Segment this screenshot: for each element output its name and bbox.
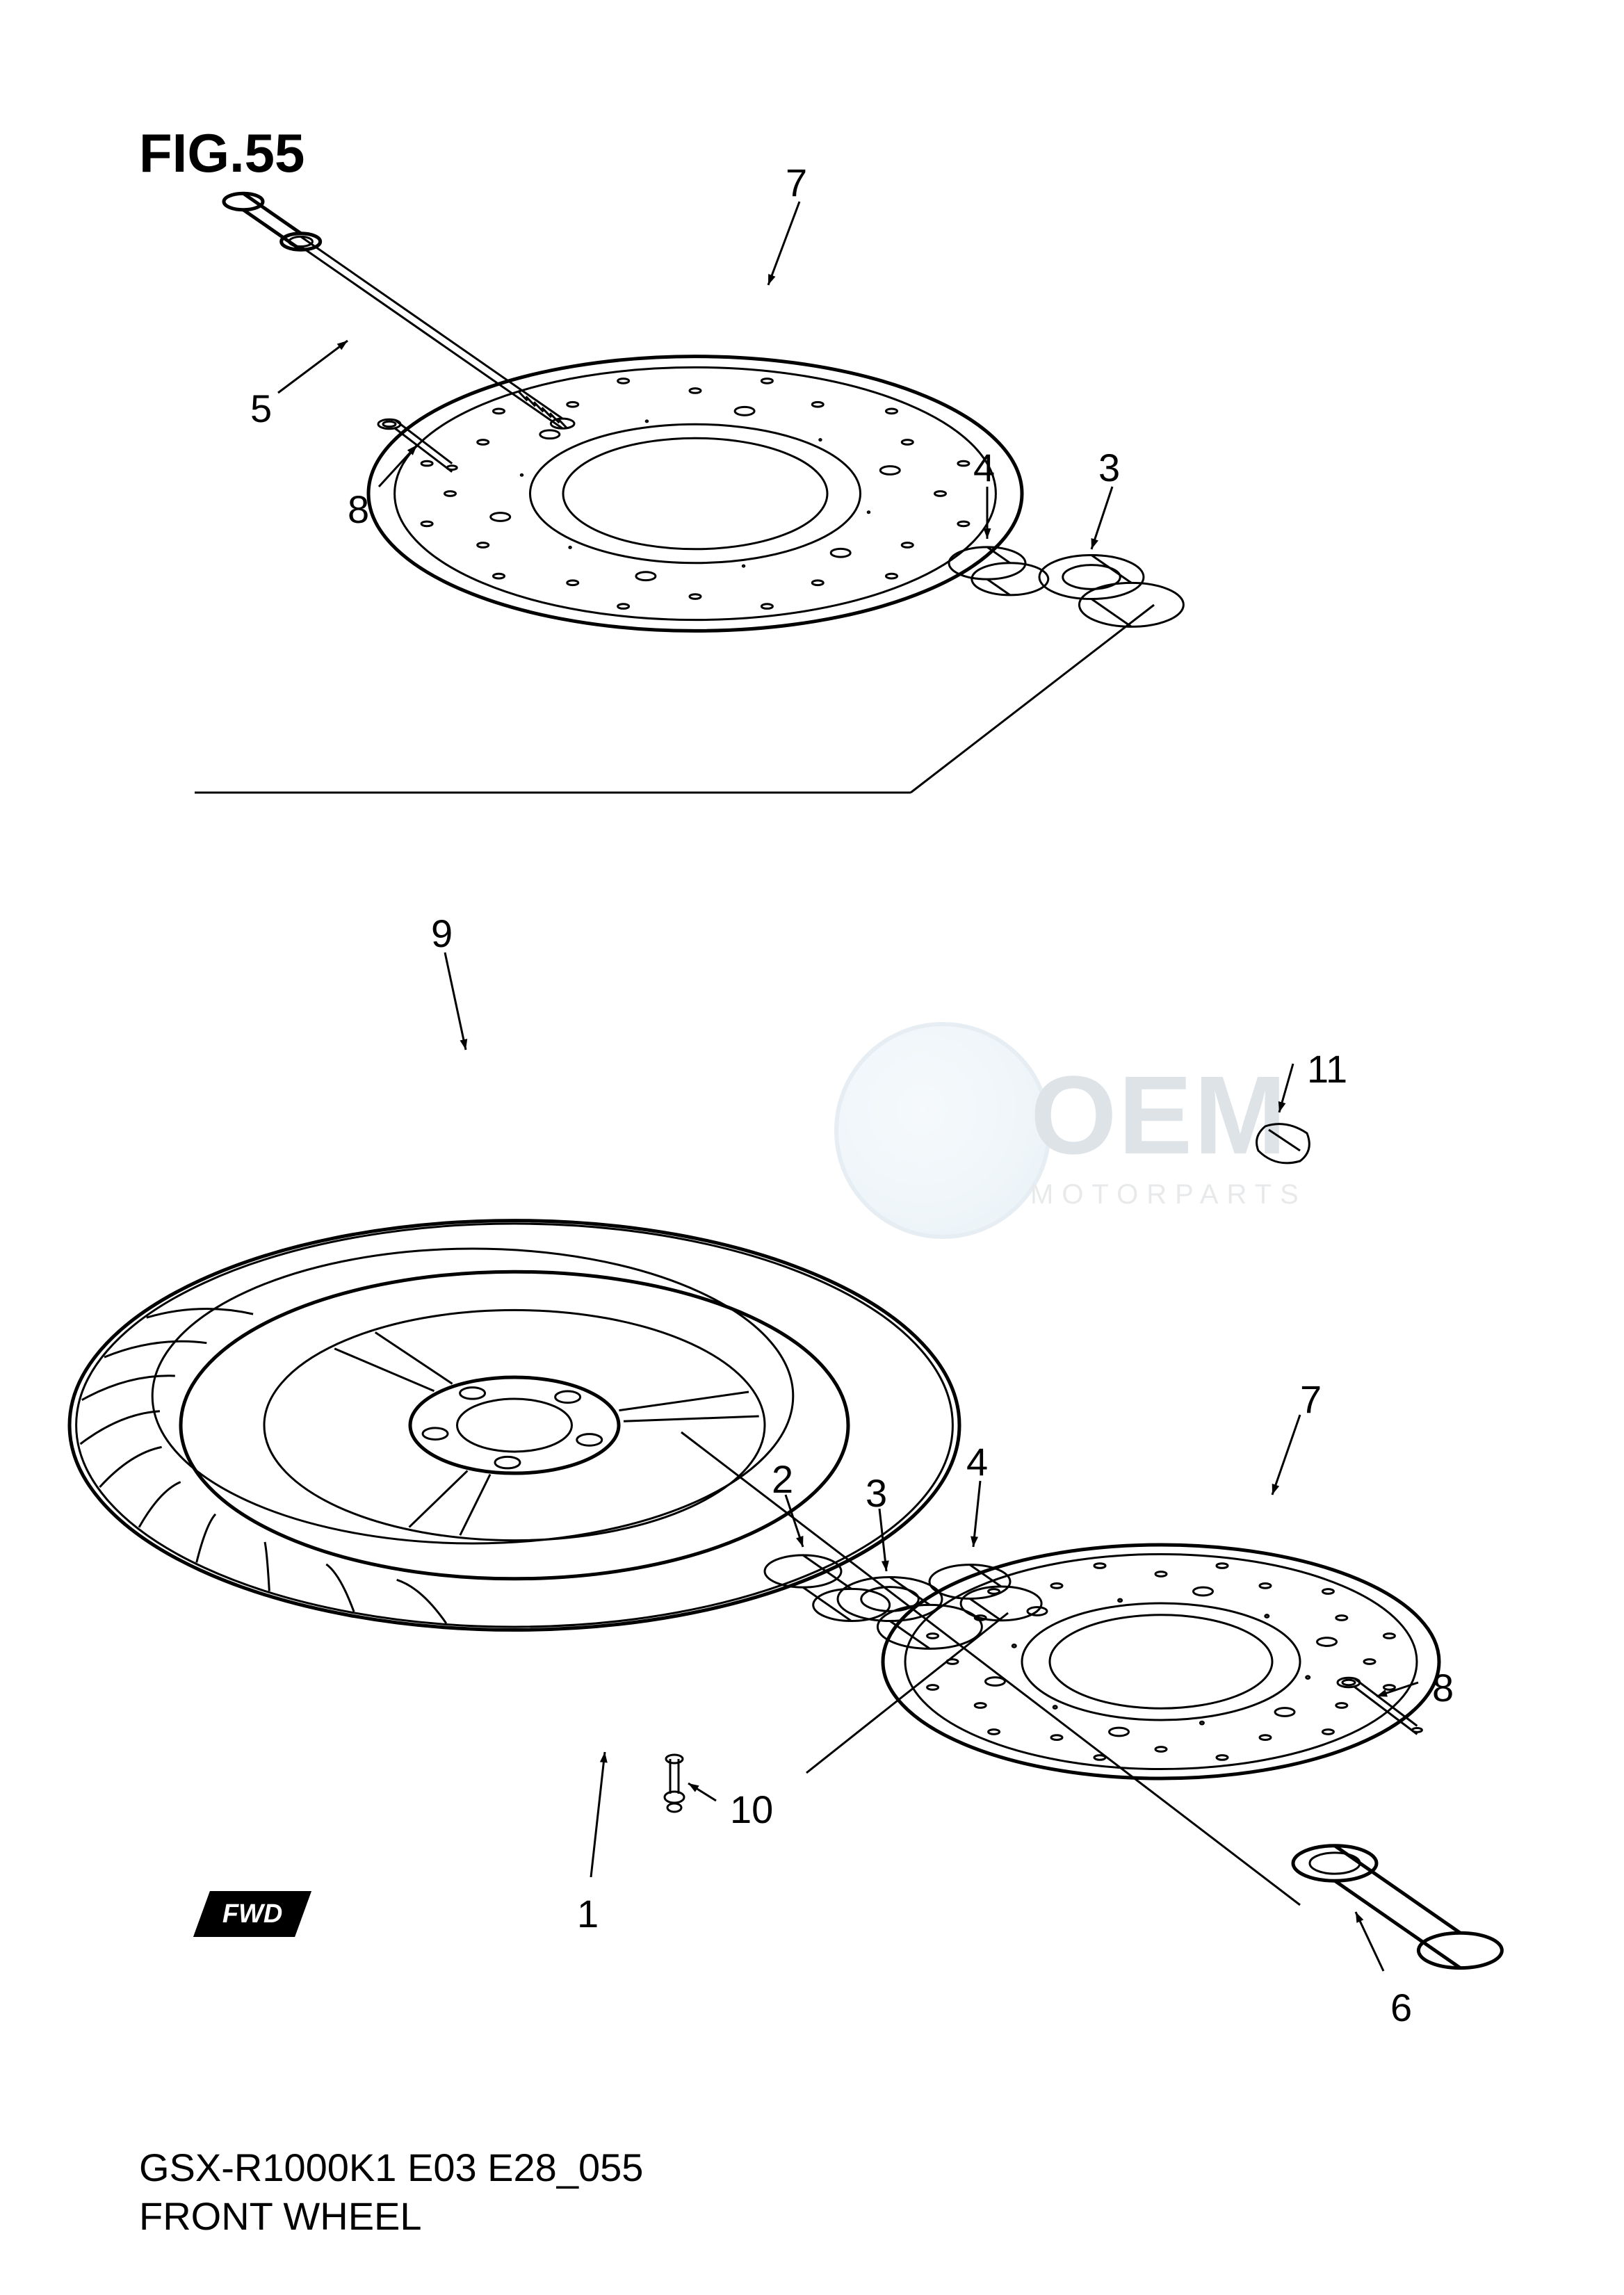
callout-3: 3 [1098, 445, 1120, 490]
callout-6: 6 [1390, 1985, 1412, 2030]
callout-10: 10 [730, 1787, 773, 1832]
callout-7: 7 [1300, 1377, 1322, 1422]
exploded-diagram [0, 0, 1624, 2295]
callout-5: 5 [250, 386, 272, 431]
callout-8: 8 [1432, 1665, 1454, 1710]
callout-4: 4 [966, 1439, 988, 1484]
callout-7: 7 [786, 160, 807, 205]
callout-9: 9 [431, 911, 453, 956]
callout-4: 4 [973, 445, 995, 490]
callout-8: 8 [348, 487, 369, 532]
callout-2: 2 [772, 1457, 793, 1502]
callout-11: 11 [1307, 1046, 1347, 1092]
callout-3: 3 [866, 1470, 887, 1516]
callout-1: 1 [577, 1891, 599, 1936]
